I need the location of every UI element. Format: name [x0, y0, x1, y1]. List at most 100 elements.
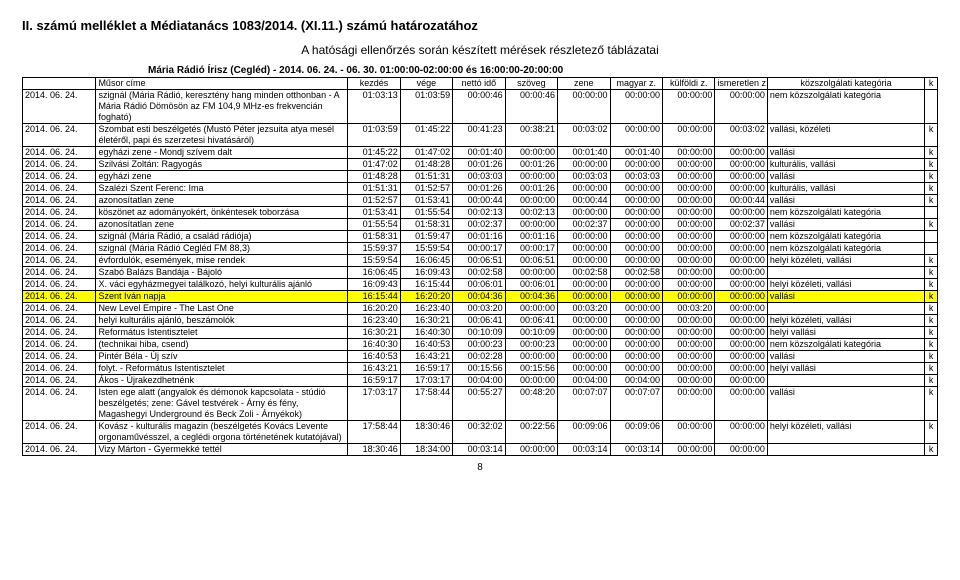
- table-cell: 18:30:46: [400, 421, 452, 444]
- table-cell: 00:00:00: [505, 219, 557, 231]
- table-cell: 01:51:31: [400, 171, 452, 183]
- table-cell: 01:03:59: [400, 90, 452, 124]
- table-cell: 16:20:20: [348, 303, 400, 315]
- table-cell: k: [925, 351, 938, 363]
- table-cell: Református Istentisztelet: [96, 327, 348, 339]
- table-cell: 2014. 06. 24.: [23, 327, 96, 339]
- col-header: vége: [400, 78, 452, 90]
- table-row: 2014. 06. 24.folyt. - Református Istenti…: [23, 363, 938, 375]
- table-row: 2014. 06. 24.Szalézi Szent Ferenc: Ima01…: [23, 183, 938, 195]
- table-cell: 16:43:21: [400, 351, 452, 363]
- table-row: 2014. 06. 24.Református Istentisztelet16…: [23, 327, 938, 339]
- table-cell: vallási: [767, 195, 924, 207]
- table-cell: k: [925, 159, 938, 171]
- table-cell: folyt. - Református Istentisztelet: [96, 363, 348, 375]
- table-cell: 00:00:00: [715, 351, 767, 363]
- table-cell: [925, 243, 938, 255]
- col-header: kezdés: [348, 78, 400, 90]
- table-cell: 00:00:00: [715, 255, 767, 267]
- table-cell: 01:45:22: [400, 124, 452, 147]
- table-cell: 00:00:00: [662, 124, 714, 147]
- col-header: külföldi z.: [662, 78, 714, 90]
- table-cell: 00:00:00: [715, 183, 767, 195]
- table-cell: [925, 90, 938, 124]
- col-header: k: [925, 78, 938, 90]
- table-cell: 00:00:00: [558, 90, 610, 124]
- table-cell: 00:00:00: [662, 171, 714, 183]
- table-cell: 00:00:00: [715, 291, 767, 303]
- table-cell: 00:02:37: [558, 219, 610, 231]
- table-cell: vallási, közéleti: [767, 124, 924, 147]
- table-cell: azonosítatlan zene: [96, 219, 348, 231]
- table-cell: 00:00:00: [558, 243, 610, 255]
- table-cell: 00:00:00: [662, 267, 714, 279]
- table-row: 2014. 06. 24.évfordulók, események, mise…: [23, 255, 938, 267]
- table-row: 2014. 06. 24.Vizy Márton - Gyermekké tet…: [23, 444, 938, 456]
- table-cell: 2014. 06. 24.: [23, 147, 96, 159]
- table-cell: 2014. 06. 24.: [23, 339, 96, 351]
- table-cell: [767, 375, 924, 387]
- table-cell: k: [925, 375, 938, 387]
- table-cell: [925, 231, 938, 243]
- table-cell: 2014. 06. 24.: [23, 387, 96, 421]
- table-cell: 01:47:02: [400, 147, 452, 159]
- table-cell: 00:00:00: [558, 159, 610, 171]
- table-cell: 15:59:37: [348, 243, 400, 255]
- table-cell: 2014. 06. 24.: [23, 267, 96, 279]
- table-cell: Pintér Béla - Új szív: [96, 351, 348, 363]
- table-cell: 00:00:00: [662, 339, 714, 351]
- table-cell: szignál (Mária Rádió, a család rádiója): [96, 231, 348, 243]
- col-header: közszolgálati kategória: [767, 78, 924, 90]
- table-cell: [767, 444, 924, 456]
- table-cell: k: [925, 303, 938, 315]
- table-cell: 00:07:07: [610, 387, 662, 421]
- table-cell: 00:03:02: [715, 124, 767, 147]
- table-cell: k: [925, 444, 938, 456]
- table-cell: szignál (Mária Rádió, keresztény hang mi…: [96, 90, 348, 124]
- table-cell: 00:00:00: [610, 195, 662, 207]
- table-cell: 00:02:37: [453, 219, 505, 231]
- table-cell: 16:20:20: [400, 291, 452, 303]
- table-cell: 00:03:02: [558, 124, 610, 147]
- data-table: Műsor címekezdésvégenettó időszövegzenem…: [22, 77, 938, 456]
- table-cell: 01:55:54: [348, 219, 400, 231]
- table-cell: k: [925, 339, 938, 351]
- table-cell: 00:15:56: [453, 363, 505, 375]
- table-row: 2014. 06. 24.Szombat esti beszélgetés (M…: [23, 124, 938, 147]
- table-cell: 00:00:00: [505, 171, 557, 183]
- table-cell: 00:00:00: [662, 255, 714, 267]
- table-cell: 00:02:58: [453, 267, 505, 279]
- table-cell: 00:00:44: [558, 195, 610, 207]
- table-cell: 01:48:28: [400, 159, 452, 171]
- table-cell: 00:06:51: [453, 255, 505, 267]
- table-cell: 00:00:00: [505, 444, 557, 456]
- table-cell: 00:00:00: [610, 315, 662, 327]
- table-cell: helyi közéleti, vallási: [767, 315, 924, 327]
- table-row: 2014. 06. 24.Kovász - kulturális magazin…: [23, 421, 938, 444]
- table-cell: 16:59:17: [400, 363, 452, 375]
- table-cell: 00:00:00: [610, 243, 662, 255]
- table-cell: nem közszolgálati kategória: [767, 339, 924, 351]
- doc-subtitle: A hatósági ellenőrzés során készített mé…: [22, 43, 938, 57]
- table-cell: 00:00:00: [715, 171, 767, 183]
- table-cell: 00:03:14: [610, 444, 662, 456]
- table-cell: 00:00:00: [662, 243, 714, 255]
- table-cell: k: [925, 183, 938, 195]
- col-header: ismeretlen z.: [715, 78, 767, 90]
- table-cell: egyházi zene - Mondj szívem dalt: [96, 147, 348, 159]
- table-cell: k: [925, 327, 938, 339]
- table-cell: 00:00:23: [505, 339, 557, 351]
- table-cell: 16:30:21: [400, 315, 452, 327]
- table-cell: 2014. 06. 24.: [23, 243, 96, 255]
- table-cell: helyi közéleti, vallási: [767, 255, 924, 267]
- station-line: Mária Rádió Írisz (Cegléd) - 2014. 06. 2…: [148, 65, 938, 76]
- table-cell: 18:30:46: [348, 444, 400, 456]
- table-row: 2014. 06. 24.egyházi zene01:48:2801:51:3…: [23, 171, 938, 183]
- table-cell: 00:00:00: [610, 339, 662, 351]
- table-cell: [767, 303, 924, 315]
- table-cell: 16:40:53: [348, 351, 400, 363]
- table-cell: 00:03:03: [453, 171, 505, 183]
- table-cell: 2014. 06. 24.: [23, 171, 96, 183]
- table-cell: 17:03:17: [400, 375, 452, 387]
- table-cell: 00:00:44: [715, 195, 767, 207]
